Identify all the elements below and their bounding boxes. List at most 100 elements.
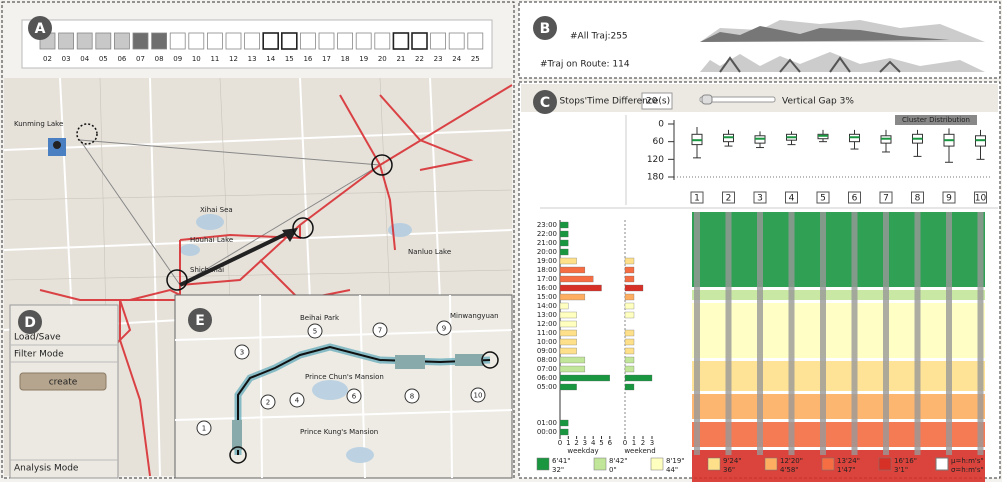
stop-column (725, 212, 732, 455)
stop-number: 7 (378, 327, 382, 335)
stop-label-box (785, 191, 798, 204)
stop-marker (307, 323, 323, 339)
weekend-bar (624, 257, 635, 265)
weekend-bar (624, 329, 635, 337)
stop-column (757, 212, 763, 455)
day-label: 05 (99, 55, 108, 63)
stop-marker (346, 388, 362, 404)
legend-key-sd: σ=h:m's" (951, 466, 984, 474)
stop-number: 4 (295, 397, 300, 405)
hour-label: 22:00 (537, 230, 557, 238)
hour-label: 00:00 (537, 428, 557, 436)
weekend-bar (624, 275, 635, 283)
map-label: Kunming Lake (14, 120, 63, 128)
stop-number: 5 (313, 328, 317, 336)
panel-badge (28, 16, 52, 40)
map-label: Nanluo Lake (408, 248, 451, 256)
day-box[interactable] (188, 32, 205, 50)
day-box[interactable] (299, 32, 316, 50)
day-label: 25 (471, 55, 480, 63)
legend-sd: 32" (552, 466, 564, 474)
day-box[interactable] (95, 32, 112, 50)
weekend-bar (624, 293, 635, 301)
panel-letter: B (540, 21, 551, 37)
create-button[interactable] (19, 372, 107, 391)
stop-label: 5 (820, 194, 826, 204)
day-box[interactable] (225, 32, 242, 50)
hour-label: 16:00 (537, 284, 557, 292)
day-label: 03 (62, 55, 71, 63)
x-tick-label: 4 (591, 439, 596, 447)
stop-label: 10 (975, 194, 987, 204)
map-label: Shichahai (190, 266, 224, 274)
panel-letter: D (24, 315, 36, 331)
weekday-bar (559, 374, 610, 382)
panel-badge (188, 308, 212, 332)
day-box[interactable] (411, 32, 428, 50)
legend-sd: 36" (723, 466, 735, 474)
cluster-band (692, 303, 985, 358)
route-traj-label: #Traj on Route: 114 (540, 60, 630, 70)
gap-slider-handle[interactable] (701, 94, 713, 105)
axis-title: weekend (624, 447, 655, 455)
day-label: 17 (322, 55, 331, 63)
day-box[interactable] (467, 32, 484, 50)
stop-label-box (942, 191, 956, 204)
legend-mean: 16'16" (894, 457, 917, 465)
day-box[interactable] (448, 32, 465, 50)
stop-label: 9 (946, 194, 952, 204)
cluster-band (692, 290, 985, 300)
weekend-bar (624, 284, 644, 292)
weekday-bar (559, 275, 594, 283)
legend-mean: 8'42" (609, 457, 628, 465)
day-box[interactable] (355, 32, 372, 50)
day-box[interactable] (169, 32, 186, 50)
day-box[interactable] (58, 32, 74, 50)
weekend-bar (624, 356, 635, 364)
weekday-bar (559, 248, 569, 256)
stop-marker (196, 420, 212, 436)
day-box[interactable] (262, 32, 280, 50)
day-box[interactable] (280, 32, 298, 50)
stop-column (788, 212, 795, 455)
day-box[interactable] (318, 32, 335, 50)
stop-label: 8 (915, 194, 921, 204)
stop-column (883, 212, 889, 455)
weekday-bar (559, 365, 586, 373)
x-tick-label: 1 (566, 439, 570, 447)
stop-marker (372, 322, 388, 338)
stop-marker (404, 388, 420, 404)
stop-label: 3 (757, 194, 763, 204)
day-box[interactable] (76, 32, 93, 50)
weekday-bar (559, 329, 577, 337)
day-label: 09 (173, 55, 182, 63)
day-label: 07 (136, 55, 145, 63)
stop-column (820, 212, 826, 455)
stop-label: 1 (694, 194, 700, 204)
day-box[interactable] (114, 32, 130, 50)
day-box[interactable] (132, 32, 149, 50)
cluster-button[interactable] (895, 115, 977, 125)
cluster-flow (692, 212, 985, 482)
gap-slider[interactable] (699, 96, 776, 103)
day-box[interactable] (430, 32, 447, 50)
stop-label-box (722, 191, 735, 204)
day-box[interactable] (244, 32, 261, 50)
day-box[interactable] (337, 32, 354, 50)
vertical-gap-label: Vertical Gap 3% (782, 97, 854, 107)
cluster-band (692, 422, 985, 447)
menu-item: Load/Save (14, 333, 61, 343)
legend-swatch (707, 457, 721, 471)
day-box[interactable] (374, 32, 391, 50)
hour-label: 17:00 (537, 275, 557, 283)
gap-input[interactable] (641, 92, 673, 110)
day-box[interactable] (151, 32, 168, 50)
gap-value: 20 (646, 97, 658, 107)
stop-number: 3 (240, 349, 244, 357)
weekday-bar (559, 428, 569, 436)
day-box[interactable] (206, 32, 223, 50)
stop-marker (234, 344, 250, 360)
hour-label: 23:00 (537, 221, 557, 229)
day-box[interactable] (392, 32, 410, 50)
